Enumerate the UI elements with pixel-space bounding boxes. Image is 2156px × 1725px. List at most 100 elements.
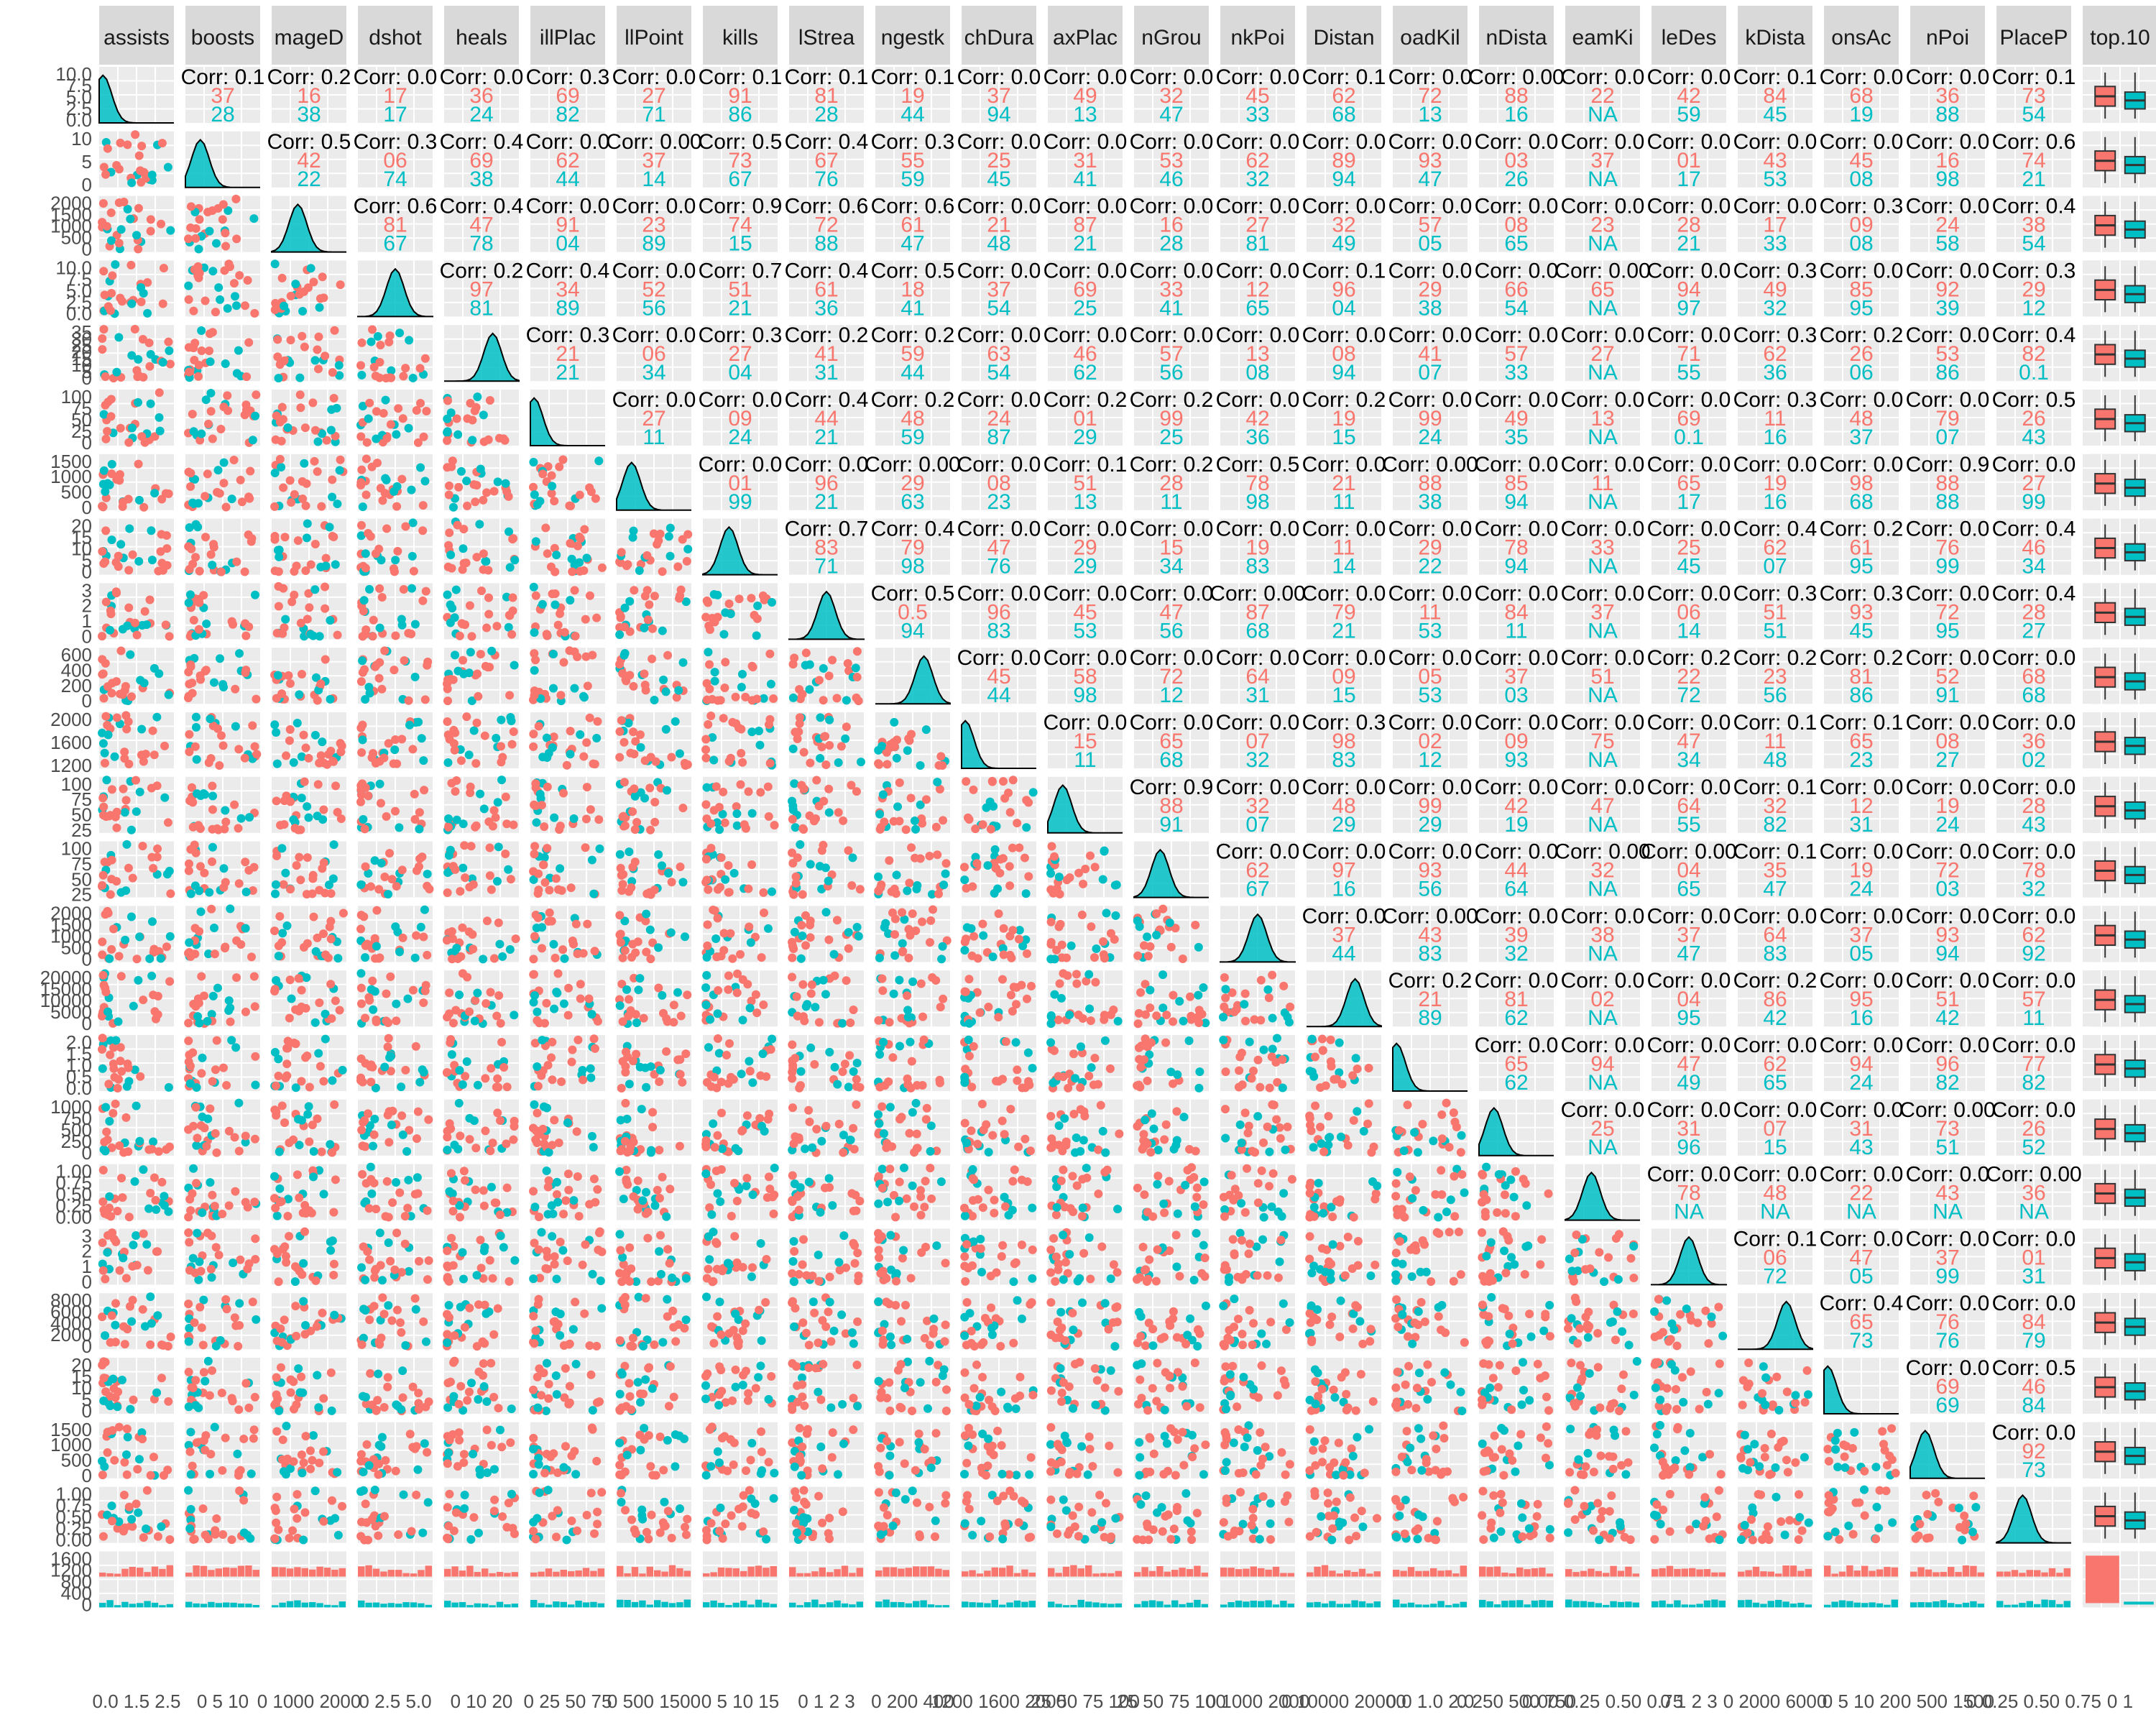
scatter-point	[556, 691, 566, 700]
scatter-point	[101, 526, 111, 535]
scatter-point	[399, 372, 408, 381]
scatter-point	[893, 802, 903, 811]
column-strip-winPoints	[1910, 6, 1985, 65]
scatter-point	[568, 567, 577, 576]
scatter-point	[541, 523, 550, 533]
scatter-point	[241, 619, 250, 628]
scatter-point	[357, 748, 367, 757]
scatter-point	[387, 875, 397, 884]
correlation-group-1: 28	[211, 103, 234, 126]
correlation-group-1: 21	[814, 426, 838, 449]
correlation-group-0: 62	[556, 149, 579, 172]
scatter-point	[102, 221, 111, 231]
column-strip-label: oadKil	[1400, 26, 1460, 50]
scatter-point	[885, 743, 895, 753]
correlation-group-1: 45	[1849, 619, 1873, 643]
scatter-point	[244, 338, 254, 347]
correlation-total: Corr: 0.0	[1561, 130, 1645, 154]
scatter-point	[747, 809, 757, 818]
scatter-point	[145, 595, 155, 604]
scatter-point	[662, 786, 671, 795]
correlation-group-1: 21	[814, 490, 838, 514]
scatter-point	[921, 795, 931, 804]
panel-r10-c2	[270, 712, 346, 769]
panel-r7-c5	[530, 518, 607, 576]
scatter-point	[107, 535, 116, 545]
panel-r4-c2	[272, 325, 346, 383]
scatter-point	[149, 864, 158, 873]
scatter-point	[456, 756, 466, 765]
scatter-point	[467, 632, 476, 641]
scatter-point	[752, 631, 761, 640]
scatter-point	[484, 593, 494, 602]
scatter-point	[529, 742, 538, 751]
scatter-point	[443, 696, 453, 706]
scatter-point	[163, 162, 172, 172]
panel-r3-c23	[2083, 260, 2156, 317]
correlation-group-1: 07	[1935, 426, 1959, 449]
scatter-point	[101, 597, 111, 607]
scatter-point	[286, 291, 295, 300]
correlation-group-1: 48	[987, 232, 1010, 256]
scatter-point	[910, 816, 919, 825]
scatter-point	[623, 560, 632, 569]
scatter-point	[506, 875, 515, 884]
scatter-point	[443, 427, 452, 436]
scatter-point	[221, 502, 231, 512]
scatter-point	[816, 713, 825, 722]
correlation-total: Corr: 0.00	[1468, 65, 1564, 89]
scatter-point	[108, 271, 117, 280]
correlation-total: Corr: 0.0	[1388, 130, 1473, 154]
scatter-point	[313, 364, 323, 374]
scatter-point	[188, 678, 197, 688]
scatter-point	[285, 736, 294, 745]
correlation-group-0: 62	[1245, 149, 1269, 172]
scatter-point	[852, 647, 862, 656]
scatter-point	[444, 540, 453, 550]
scatter-point	[469, 480, 479, 489]
scatter-point	[558, 788, 568, 798]
scatter-point	[856, 758, 865, 767]
correlation-group-1: 47	[900, 232, 924, 256]
panel-r2-c23	[2083, 196, 2156, 252]
panel-r9-c5	[529, 646, 605, 706]
correlation-group-1: 54	[1504, 296, 1528, 320]
scatter-point	[200, 868, 209, 878]
scatter-point	[218, 200, 228, 209]
scatter-point	[819, 696, 828, 705]
scatter-point	[184, 281, 193, 290]
scatter-point	[321, 553, 331, 563]
scatter-point	[505, 563, 515, 572]
scatter-point	[301, 743, 310, 753]
scatter-point	[201, 296, 210, 305]
scatter-point	[675, 749, 684, 758]
scatter-point	[132, 807, 141, 816]
correlation-group-1: 59	[1677, 103, 1700, 126]
scatter-point	[414, 862, 423, 871]
correlation-group-1: 65	[1504, 232, 1528, 256]
scatter-point	[466, 648, 475, 657]
correlation-group-1: NA	[1588, 684, 1618, 707]
scatter-point	[139, 757, 148, 766]
scatter-point	[275, 454, 285, 464]
scatter-point	[252, 694, 261, 704]
scatter-point	[300, 459, 309, 468]
correlation-group-1: 83	[1332, 748, 1355, 772]
scatter-point	[374, 673, 384, 683]
scatter-point	[501, 479, 510, 488]
scatter-point	[387, 373, 396, 382]
